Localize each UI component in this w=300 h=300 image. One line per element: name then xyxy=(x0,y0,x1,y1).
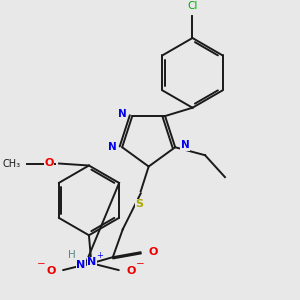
Text: N: N xyxy=(108,142,117,152)
Text: O: O xyxy=(44,158,54,167)
Text: N: N xyxy=(76,260,86,270)
Text: N: N xyxy=(181,140,190,150)
Text: Cl: Cl xyxy=(187,1,198,11)
Text: O: O xyxy=(46,266,56,276)
Text: H: H xyxy=(68,250,76,260)
Text: +: + xyxy=(96,251,103,260)
Text: CH₃: CH₃ xyxy=(2,158,20,169)
Text: O: O xyxy=(149,247,158,257)
Text: −: − xyxy=(136,259,145,269)
Text: O: O xyxy=(126,266,135,276)
Text: N: N xyxy=(87,257,97,267)
Text: S: S xyxy=(136,200,144,209)
Text: N: N xyxy=(118,109,127,119)
Text: −: − xyxy=(37,259,46,269)
